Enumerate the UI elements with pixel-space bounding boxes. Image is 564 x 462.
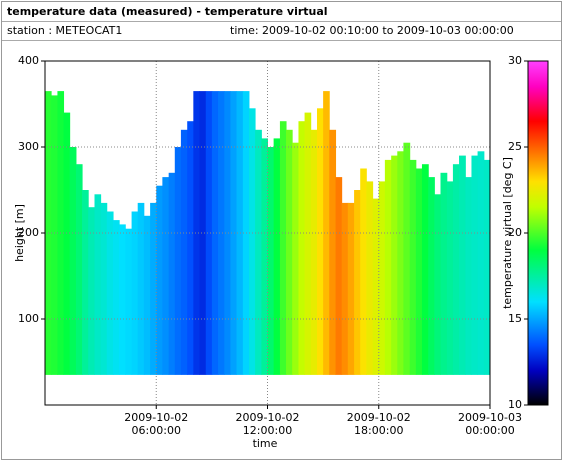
heat-column — [366, 181, 374, 375]
colorbar-tick-label: 25 — [508, 140, 522, 153]
heat-column — [459, 155, 466, 375]
heat-column — [403, 142, 411, 375]
heat-column — [168, 172, 176, 375]
heat-column — [354, 190, 361, 375]
heat-column — [211, 91, 219, 375]
x-tick-label: 2009-10-02 06:00:00 — [124, 411, 189, 437]
colorbar-label: temperature virtual [deg C] — [501, 157, 514, 309]
heat-column — [100, 202, 108, 375]
heat-column — [75, 164, 83, 375]
heat-column — [329, 129, 337, 375]
heat-column — [428, 177, 435, 375]
heat-column — [255, 129, 262, 375]
heat-column — [119, 224, 126, 375]
heat-column — [335, 177, 343, 375]
heat-column — [230, 91, 238, 375]
heat-column — [82, 190, 89, 375]
heat-column — [113, 220, 120, 375]
heat-column — [310, 129, 318, 375]
heat-column — [236, 91, 244, 375]
heat-column — [440, 172, 448, 375]
heat-column — [341, 202, 349, 375]
y-tick-label: 200 — [18, 226, 39, 239]
heat-column — [224, 91, 231, 375]
heat-column — [94, 194, 102, 375]
heat-column — [69, 147, 77, 375]
x-tick-label: 2009-10-03 00:00:00 — [458, 411, 522, 437]
heat-column — [150, 202, 157, 375]
colorbar — [527, 60, 549, 406]
colorbar-tick-label: 10 — [508, 398, 522, 411]
heat-column — [217, 91, 225, 375]
colorbar-tick-label: 15 — [508, 312, 522, 325]
heat-column — [465, 177, 472, 375]
heat-column — [137, 202, 145, 375]
heat-column — [156, 185, 163, 375]
heat-column — [180, 129, 188, 375]
heat-column — [304, 112, 312, 375]
heat-column — [477, 151, 485, 375]
heat-column — [397, 151, 404, 375]
heat-column — [205, 91, 213, 375]
heat-column — [106, 211, 114, 375]
heat-column — [248, 108, 256, 375]
chart-title: temperature data (measured) - temperatur… — [7, 5, 328, 18]
y-axis-label: height [m] — [13, 204, 26, 262]
heat-column — [292, 142, 299, 375]
heat-column — [409, 159, 417, 375]
heat-column — [323, 91, 330, 375]
heat-column — [378, 181, 386, 375]
heat-column — [434, 194, 441, 375]
heat-column — [452, 164, 460, 375]
y-tick-label: 400 — [18, 54, 39, 67]
heat-column — [360, 168, 367, 375]
heat-column — [174, 147, 182, 375]
heat-column — [88, 207, 96, 375]
heat-column — [384, 159, 392, 375]
heat-column — [125, 228, 133, 375]
heat-column — [193, 91, 200, 375]
heat-column — [483, 159, 491, 375]
station: station : METEOCAT1 — [7, 24, 122, 37]
colorbar-tick-label: 30 — [508, 54, 522, 67]
time-range: time: 2009-10-02 00:10:00 to 2009-10-03 … — [230, 24, 514, 37]
heat-column — [415, 168, 423, 375]
colorbar-tick-label: 20 — [508, 226, 522, 239]
y-tick-label: 100 — [18, 312, 39, 325]
heat-column — [298, 121, 306, 375]
plot-border — [44, 60, 491, 406]
x-tick-label: 2009-10-02 12:00:00 — [235, 411, 300, 437]
heat-column — [187, 121, 194, 375]
heat-column — [63, 112, 71, 375]
x-tick-label: 2009-10-02 18:00:00 — [346, 411, 411, 437]
heat-column — [317, 108, 324, 375]
heat-column — [471, 155, 479, 375]
heat-column — [347, 202, 355, 375]
heat-column — [372, 198, 380, 375]
y-tick-label: 300 — [18, 140, 39, 153]
heat-column — [273, 138, 281, 375]
heat-column — [286, 129, 293, 375]
heat-column — [391, 155, 398, 375]
heat-column — [199, 91, 207, 375]
heat-column — [267, 147, 275, 375]
heat-column — [162, 177, 170, 375]
heat-column — [143, 215, 151, 375]
heat-column — [261, 138, 268, 375]
heat-column — [131, 211, 139, 375]
heat-column — [51, 95, 58, 375]
heat-column — [279, 121, 287, 375]
heat-column — [421, 164, 429, 375]
heat-column — [446, 181, 454, 375]
x-axis-label: time — [253, 437, 278, 450]
